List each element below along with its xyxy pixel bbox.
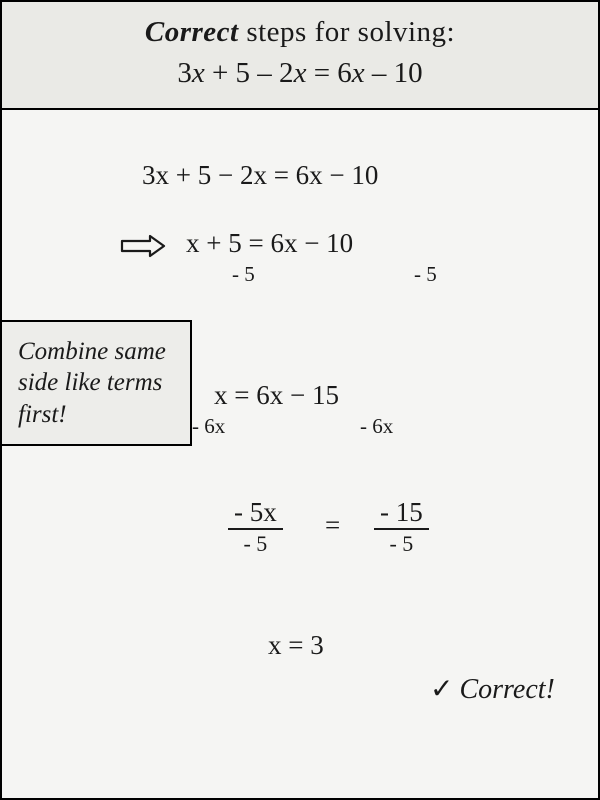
header-equation: 3x + 5 – 2x = 6x – 10 [10,57,590,90]
step-4-right-den: - 5 [374,530,429,555]
step-4-left-fraction: - 5x - 5 [228,498,283,555]
arrow-icon [120,234,166,258]
step-3-sub-right: - 6x [360,414,393,439]
step-2-sub-left: - 5 [232,262,255,287]
step-2-equation: x + 5 = 6x − 10 [186,228,353,259]
header-title-rest: steps for solving: [239,16,456,48]
result-text: Correct! [459,674,554,705]
result-label: ✓Correct! [430,672,555,706]
work-area: 3x + 5 − 2x = 6x − 10 x + 5 = 6x − 10 - … [2,110,598,796]
worksheet-frame: Correct steps for solving: 3x + 5 – 2x =… [0,0,600,800]
step-4-right-fraction: - 15 - 5 [374,498,429,555]
hint-callout: Combine same side like terms first! [0,320,192,446]
checkmark-icon: ✓ [430,674,453,705]
step-2-sub-right: - 5 [414,262,437,287]
step-4-right-num: - 15 [374,498,429,530]
header-title-emph: Correct [145,16,239,48]
step-4-left-num: - 5x [228,498,283,530]
step-1-equation: 3x + 5 − 2x = 6x − 10 [142,160,378,191]
step-4-left-den: - 5 [228,530,283,555]
step-5-solution: x = 3 [268,630,324,661]
step-3-equation: x = 6x − 15 [214,380,339,411]
worksheet-header: Correct steps for solving: 3x + 5 – 2x =… [2,2,598,110]
step-3-sub-left: - 6x [192,414,225,439]
header-title: Correct steps for solving: [10,16,590,49]
step-4-equals: = [325,510,340,541]
